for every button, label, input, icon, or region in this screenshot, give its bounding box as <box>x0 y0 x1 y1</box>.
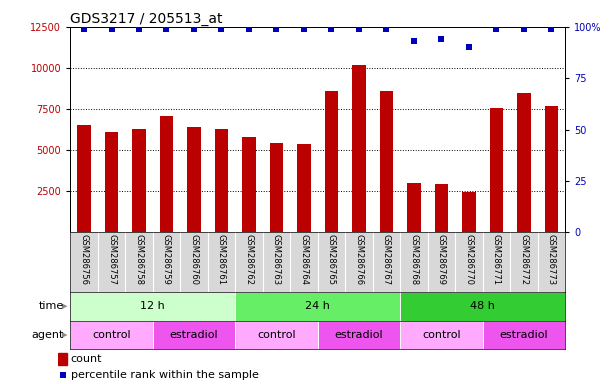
Text: 12 h: 12 h <box>141 301 165 311</box>
Bar <box>58 353 67 365</box>
Point <box>464 44 474 50</box>
Text: GSM286773: GSM286773 <box>547 234 556 285</box>
Point <box>381 26 392 32</box>
Bar <box>324 91 338 232</box>
Bar <box>214 129 229 232</box>
Text: count: count <box>71 354 102 364</box>
Text: agent: agent <box>32 330 64 340</box>
Point <box>244 26 254 32</box>
Text: control: control <box>92 330 131 340</box>
Text: GSM286760: GSM286760 <box>189 234 199 285</box>
Point <box>547 26 557 32</box>
Text: time: time <box>39 301 64 311</box>
Text: GSM286765: GSM286765 <box>327 234 336 285</box>
Text: GSM286763: GSM286763 <box>272 234 281 285</box>
Bar <box>242 137 256 232</box>
Bar <box>235 321 318 349</box>
Text: 48 h: 48 h <box>470 301 495 311</box>
Bar <box>379 91 393 232</box>
Text: GSM286758: GSM286758 <box>134 234 144 285</box>
Text: GSM286769: GSM286769 <box>437 234 446 285</box>
Text: GDS3217 / 205513_at: GDS3217 / 205513_at <box>70 12 223 26</box>
Text: GSM286764: GSM286764 <box>299 234 309 285</box>
Text: GSM286767: GSM286767 <box>382 234 391 285</box>
Text: percentile rank within the sample: percentile rank within the sample <box>71 370 258 381</box>
Bar <box>132 129 146 232</box>
Bar <box>352 65 366 232</box>
Text: control: control <box>257 330 296 340</box>
Point <box>134 26 144 32</box>
Bar <box>77 126 91 232</box>
Bar <box>159 116 174 232</box>
Text: control: control <box>422 330 461 340</box>
Bar <box>70 292 235 321</box>
Text: estradiol: estradiol <box>170 330 218 340</box>
Point <box>354 26 364 32</box>
Bar <box>434 184 448 232</box>
Bar <box>517 93 531 232</box>
Point <box>217 26 227 32</box>
Bar <box>483 321 565 349</box>
Bar <box>70 321 153 349</box>
Bar <box>104 132 119 232</box>
Point <box>161 26 171 32</box>
Bar <box>400 292 565 321</box>
Point <box>189 26 199 32</box>
Point <box>519 26 529 32</box>
Bar <box>544 106 558 232</box>
Bar <box>269 143 284 232</box>
Bar <box>297 144 311 232</box>
Bar <box>462 192 476 232</box>
Bar <box>318 321 400 349</box>
Point <box>492 26 502 32</box>
Text: GSM286771: GSM286771 <box>492 234 501 285</box>
Bar <box>400 321 483 349</box>
Bar <box>153 321 235 349</box>
Text: estradiol: estradiol <box>335 330 383 340</box>
Text: GSM286761: GSM286761 <box>217 234 226 285</box>
Point <box>437 36 447 42</box>
Text: 24 h: 24 h <box>306 301 330 311</box>
Text: GSM286756: GSM286756 <box>79 234 89 285</box>
Text: GSM286766: GSM286766 <box>354 234 364 285</box>
Point <box>327 26 337 32</box>
Text: GSM286768: GSM286768 <box>409 234 419 285</box>
Text: GSM286762: GSM286762 <box>244 234 254 285</box>
Point <box>409 38 419 44</box>
Bar <box>187 127 201 232</box>
Text: GSM286759: GSM286759 <box>162 234 171 285</box>
Text: GSM286770: GSM286770 <box>464 234 474 285</box>
Bar <box>489 108 503 232</box>
Text: GSM286757: GSM286757 <box>107 234 116 285</box>
Bar <box>235 292 400 321</box>
Point <box>272 26 282 32</box>
Bar <box>407 183 421 232</box>
Point <box>299 26 309 32</box>
Point <box>107 26 117 32</box>
Text: GSM286772: GSM286772 <box>519 234 529 285</box>
Text: estradiol: estradiol <box>500 330 548 340</box>
Point <box>79 26 89 32</box>
